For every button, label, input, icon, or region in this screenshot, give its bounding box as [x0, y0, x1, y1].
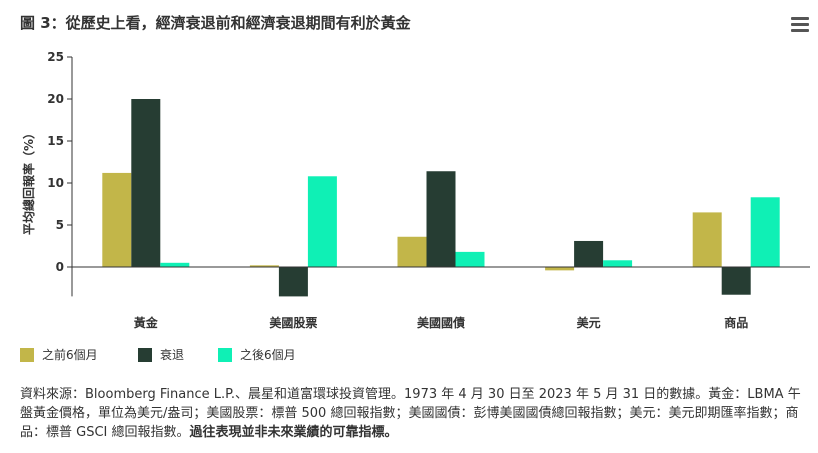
y-tick-label: 10 [47, 176, 64, 190]
legend-item[interactable]: 之後6個月 [218, 346, 318, 363]
legend-swatch [218, 347, 232, 362]
y-tick-label: 15 [47, 134, 64, 148]
bar-1 [545, 267, 575, 271]
bar-3 [307, 176, 337, 267]
bar-2 [131, 99, 161, 267]
hamburger-menu-icon[interactable] [791, 17, 809, 33]
bar-3 [750, 197, 780, 267]
bar-2 [278, 267, 308, 297]
legend-item[interactable]: 之前6個月 [20, 346, 138, 363]
legend-label: 之後6個月 [240, 348, 296, 362]
bar-2 [721, 267, 751, 295]
bar-3 [160, 262, 190, 267]
bar-2 [426, 171, 456, 267]
legend-swatch [20, 347, 34, 362]
bar-1 [102, 172, 132, 267]
y-tick-label: 5 [56, 218, 64, 232]
bar-1 [397, 236, 427, 267]
legend-label: 之前6個月 [42, 348, 98, 362]
bar-3 [603, 260, 633, 267]
x-tick-label: 商品 [724, 315, 748, 330]
bar-1 [692, 212, 722, 267]
source-footnote: 資料來源：Bloomberg Finance L.P.、晨星和道富環球投資管理。… [20, 385, 810, 442]
x-tick-label: 美元 [577, 315, 601, 330]
bar-2 [574, 240, 604, 267]
x-tick-label: 黃金 [133, 315, 159, 330]
bar-chart: 0 5 10 15 20 25 平均總回報率（%） 黃金 美國股票 美國國債 美元 商品 [21, 50, 810, 330]
y-axis-label: 平均總回報率（%） [21, 127, 36, 235]
legend: 之前6個月 衰退 之後6個月 [20, 346, 318, 363]
legend-item[interactable]: 衰退 [138, 346, 218, 363]
y-tick-label: 25 [47, 50, 64, 64]
x-tick-label: 美國股票 [269, 315, 317, 330]
y-tick-label: 20 [47, 92, 64, 106]
y-tick-label: 0 [56, 260, 64, 274]
legend-swatch [138, 347, 152, 362]
footnote-text: 資料來源：Bloomberg Finance L.P.、晨星和道富環球投資管理。… [20, 387, 801, 440]
x-tick-label: 美國國債 [417, 315, 465, 330]
bar-3 [455, 251, 485, 267]
bar-1 [249, 265, 279, 267]
legend-label: 衰退 [160, 348, 185, 362]
chart-title: 圖 3：從歷史上看，經濟衰退前和經濟衰退期間有利於黃金 [20, 14, 411, 32]
footnote-disclaimer: 過往表現並非未來業績的可靠指標。 [189, 425, 398, 440]
